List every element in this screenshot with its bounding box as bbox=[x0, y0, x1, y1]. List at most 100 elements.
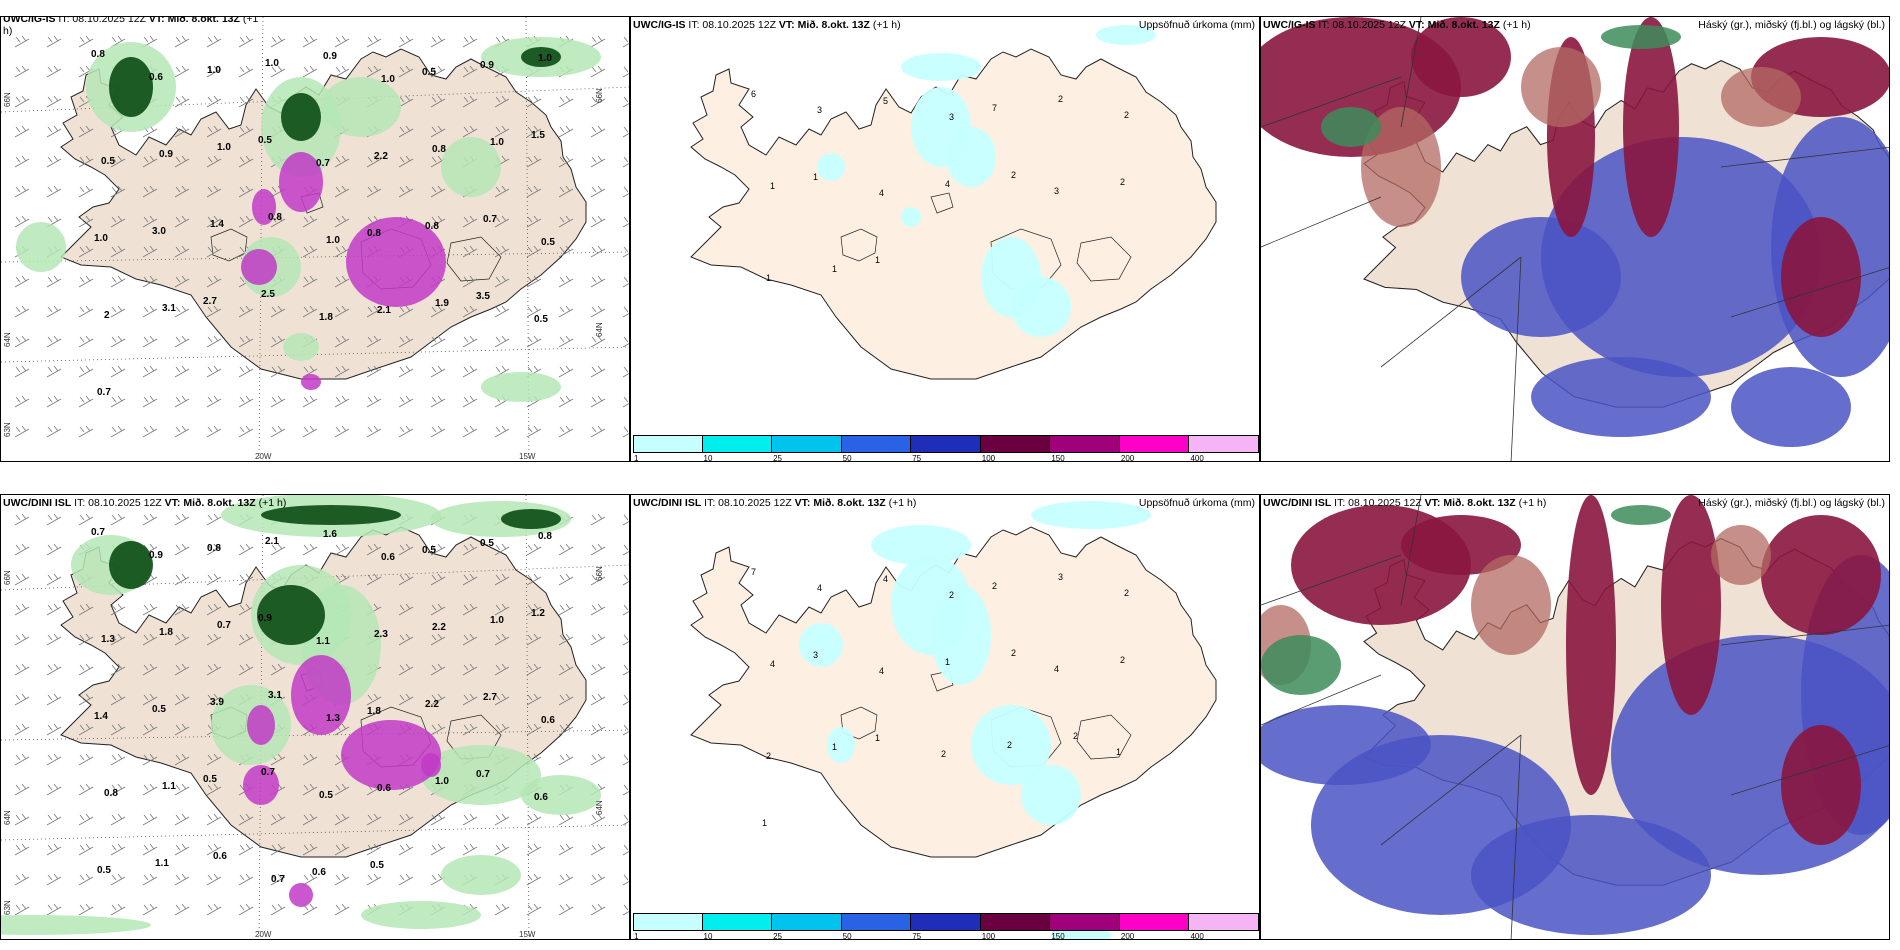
wind-barb bbox=[14, 305, 30, 318]
wind-barb bbox=[398, 603, 414, 616]
precip-value-label: 0.6 bbox=[381, 552, 395, 563]
wind-barb bbox=[398, 543, 414, 556]
precip-value-label: 2.5 bbox=[261, 289, 275, 300]
wind-barb bbox=[46, 65, 62, 78]
lon-label-15w: 15W bbox=[519, 930, 536, 939]
wind-barb bbox=[622, 426, 629, 438]
wind-barb bbox=[174, 335, 190, 348]
wind-barb bbox=[398, 633, 414, 646]
wind-barb bbox=[142, 603, 158, 616]
precip-value-label: 1.0 bbox=[435, 776, 449, 787]
wind-barb bbox=[334, 215, 350, 228]
wind-barb bbox=[142, 395, 158, 408]
wind-barb bbox=[558, 125, 574, 138]
precip-accum-value: 4 bbox=[883, 574, 888, 584]
precip-value-label: 3.1 bbox=[268, 690, 282, 701]
convective-precip-area bbox=[341, 720, 441, 790]
precip-value-label: 0.5 bbox=[541, 237, 555, 248]
wind-barb bbox=[110, 395, 126, 408]
wind-barb bbox=[558, 663, 574, 676]
precip-value-label: 0.8 bbox=[207, 543, 221, 554]
precip-value-label: 2.7 bbox=[483, 692, 497, 703]
precip-accum-value: 1 bbox=[875, 255, 880, 265]
lat-label-63n: 63N bbox=[3, 900, 12, 915]
wind-barb bbox=[462, 305, 478, 318]
wind-barb bbox=[302, 65, 318, 78]
wind-barb bbox=[270, 843, 286, 856]
low-cloud-area bbox=[1471, 815, 1711, 935]
precip-accum-area bbox=[946, 127, 996, 187]
wind-barb bbox=[526, 813, 542, 826]
panel-title: UWC/IG-IS IT: 08.10.2025 12Z VT: Mið. 8.… bbox=[3, 16, 259, 37]
convective-precip-area bbox=[346, 217, 446, 307]
wind-barb bbox=[238, 185, 254, 198]
precip-accum-area bbox=[871, 525, 971, 565]
precip-accum-area bbox=[1021, 765, 1081, 825]
panel-title: UWC/DINI ISL IT: 08.10.2025 12Z VT: Mið.… bbox=[3, 497, 287, 509]
lat-label-64n: 64N bbox=[3, 332, 12, 347]
wind-barb bbox=[494, 185, 510, 198]
precip-value-label: 0.8 bbox=[367, 228, 381, 239]
wind-barb bbox=[494, 95, 510, 108]
precip-heavy-area bbox=[281, 93, 321, 141]
projection-line bbox=[1730, 267, 1889, 318]
precip-value-label: 1.1 bbox=[162, 781, 176, 792]
wind-barb bbox=[334, 185, 350, 198]
wind-barb bbox=[526, 693, 542, 706]
wind-barb bbox=[590, 95, 606, 108]
precip-accum-value: 4 bbox=[817, 583, 822, 593]
wind-barb bbox=[494, 543, 510, 556]
wind-barb bbox=[302, 275, 318, 288]
wind-barb bbox=[398, 693, 414, 706]
wind-barb bbox=[270, 663, 286, 676]
wind-barb bbox=[46, 275, 62, 288]
wind-barb bbox=[462, 603, 478, 616]
wind-barb bbox=[174, 633, 190, 646]
wind-barb bbox=[206, 425, 222, 438]
projection-line bbox=[1510, 256, 1522, 461]
precip-accum-value: 4 bbox=[879, 666, 884, 676]
wind-barb bbox=[14, 783, 30, 796]
wind-barb bbox=[110, 783, 126, 796]
precip-value-label: 1.0 bbox=[381, 74, 395, 85]
wind-barb bbox=[110, 335, 126, 348]
wind-barb bbox=[78, 35, 94, 48]
wind-barb bbox=[14, 65, 30, 78]
wind-barb bbox=[558, 753, 574, 766]
wind-barb bbox=[142, 215, 158, 228]
wind-barb bbox=[142, 275, 158, 288]
wind-barb bbox=[238, 573, 254, 586]
wind-barb bbox=[622, 66, 629, 78]
wind-barb bbox=[334, 305, 350, 318]
wind-barb bbox=[622, 784, 629, 796]
wind-barb bbox=[366, 365, 382, 378]
precip-heavy-area bbox=[501, 509, 561, 529]
wind-barb bbox=[78, 185, 94, 198]
wind-barb bbox=[46, 783, 62, 796]
precip-value-label: 1.0 bbox=[538, 53, 552, 64]
wind-barb bbox=[558, 873, 574, 886]
projection-line bbox=[1261, 554, 1402, 606]
wind-barb bbox=[174, 395, 190, 408]
wind-barb bbox=[494, 125, 510, 138]
wind-precip-map-top: 0.8 0.6 1.0 1.0 0.9 1.0 0.5 0.9 1.0 0.5 0.9 1.0 0.5 0… bbox=[1, 17, 629, 461]
convective-precip-area bbox=[421, 753, 441, 777]
precip-value-label: 1.1 bbox=[155, 858, 169, 869]
lat-label-64n-right: 64N bbox=[595, 800, 604, 815]
convective-precip-area bbox=[289, 883, 313, 907]
wind-barb bbox=[366, 65, 382, 78]
wind-barb bbox=[622, 186, 629, 198]
wind-barb bbox=[78, 513, 94, 526]
wind-barb bbox=[238, 663, 254, 676]
wind-barb bbox=[398, 35, 414, 48]
wind-barb bbox=[334, 155, 350, 168]
wind-barb bbox=[206, 305, 222, 318]
wind-barb bbox=[430, 65, 446, 78]
wind-barb bbox=[622, 634, 629, 646]
wind-barb bbox=[558, 395, 574, 408]
precip-value-label: 2.2 bbox=[374, 151, 388, 162]
wind-barb bbox=[526, 245, 542, 258]
wind-barb bbox=[46, 425, 62, 438]
precip-accum-value: 1 bbox=[770, 181, 775, 191]
precip-value-label: 1.0 bbox=[207, 65, 221, 76]
